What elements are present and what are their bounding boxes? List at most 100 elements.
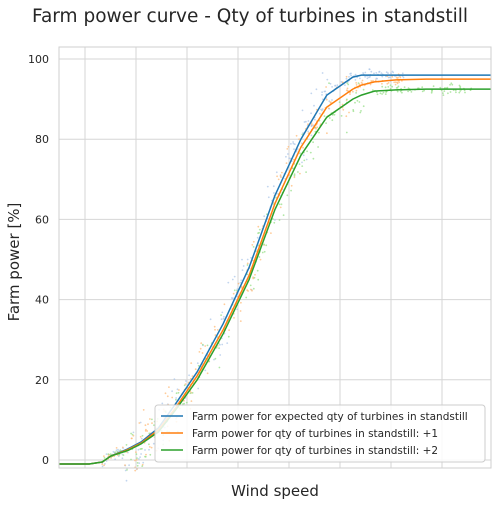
scatter-point xyxy=(317,146,319,148)
scatter-point xyxy=(305,158,308,161)
scatter-point xyxy=(276,175,278,178)
scatter-point xyxy=(141,447,143,450)
legend: Farm power for expected qty of turbines … xyxy=(154,404,486,463)
scatter-point xyxy=(249,288,252,291)
scatter-point xyxy=(301,165,304,168)
scatter-point xyxy=(116,450,119,453)
scatter-point xyxy=(359,111,362,114)
scatter-point xyxy=(161,402,164,405)
scatter-point xyxy=(355,82,358,84)
scatter-point xyxy=(396,82,399,85)
scatter-point xyxy=(364,75,366,78)
scatter-point xyxy=(266,185,269,188)
scatter-point xyxy=(278,203,281,206)
scatter-point xyxy=(355,92,357,94)
scatter-point xyxy=(221,311,224,314)
scatter-point xyxy=(148,446,151,448)
scatter-point xyxy=(168,386,170,388)
scatter-point xyxy=(288,157,291,160)
scatter-point xyxy=(305,171,307,174)
scatter-point xyxy=(256,269,259,272)
scatter-point xyxy=(247,290,250,292)
scatter-point xyxy=(399,90,402,93)
scatter-point xyxy=(458,91,461,94)
scatter-point xyxy=(135,458,138,461)
scatter-point xyxy=(384,93,387,95)
scatter-point xyxy=(214,334,217,336)
scatter-point xyxy=(138,422,141,424)
scatter-point xyxy=(103,464,105,467)
scatter-point xyxy=(398,81,400,84)
scatter-point xyxy=(393,81,396,84)
scatter-point xyxy=(423,89,425,92)
scatter-point xyxy=(310,112,312,115)
scatter-point xyxy=(124,464,126,466)
scatter-point xyxy=(233,317,235,319)
series-line-3 xyxy=(59,88,491,465)
scatter-point xyxy=(293,174,296,177)
scatter-point xyxy=(209,318,212,321)
scatter-point xyxy=(223,303,226,306)
scatter-point xyxy=(204,369,207,372)
chart-title: Farm power curve - Qty of turbines in st… xyxy=(32,6,468,27)
scatter-point xyxy=(117,448,119,451)
scatter-point xyxy=(375,91,378,94)
scatter-point xyxy=(198,351,201,353)
scatter-point xyxy=(296,148,299,151)
scatter-point xyxy=(362,88,365,91)
scatter-point xyxy=(334,85,336,87)
scatter-point xyxy=(112,450,115,453)
plot-area-frame xyxy=(58,46,492,469)
scatter-point xyxy=(378,70,381,73)
scatter-point xyxy=(315,88,318,91)
scatter-point xyxy=(290,184,293,187)
scatter-point xyxy=(454,89,457,92)
scatter-point xyxy=(125,444,128,446)
legend-entry-label: Farm power for qty of turbines in stands… xyxy=(192,445,438,457)
scatter-point xyxy=(325,122,327,124)
scatter-point xyxy=(326,78,329,81)
scatter-point xyxy=(291,167,294,170)
scatter-point xyxy=(110,457,112,459)
scatter-point xyxy=(191,375,194,377)
scatter-point xyxy=(380,72,383,74)
scatter-point xyxy=(305,120,307,123)
scatter-point xyxy=(274,219,276,221)
scatter-point xyxy=(331,86,333,88)
scatter-point xyxy=(171,396,174,399)
scatter-point xyxy=(147,423,149,426)
scatter-point xyxy=(290,189,292,192)
scatter-point xyxy=(348,76,350,78)
scatter-point xyxy=(239,281,242,284)
scatter-point xyxy=(121,446,124,449)
scatter-point xyxy=(459,85,462,88)
scatter-point xyxy=(369,75,371,78)
scatter-point xyxy=(141,465,144,467)
scatter-point xyxy=(138,458,140,460)
scatter-point xyxy=(312,157,315,160)
scatter-point xyxy=(382,91,385,94)
scatter-point xyxy=(459,90,462,92)
scatter-point xyxy=(329,101,332,104)
scatter-point xyxy=(245,296,248,299)
scatter-point xyxy=(340,115,343,117)
scatter-point xyxy=(302,146,304,149)
scatter-point xyxy=(214,357,217,360)
scatter-point xyxy=(258,256,261,258)
scatter-point xyxy=(450,82,453,85)
scatter-point xyxy=(449,91,452,93)
scatter-point xyxy=(177,391,180,394)
scatter-point xyxy=(173,378,176,381)
series-lines xyxy=(59,74,491,465)
scatter-point xyxy=(301,161,303,164)
scatter-point xyxy=(176,388,179,391)
scatter-point xyxy=(101,463,104,465)
scatter-point xyxy=(381,75,384,78)
scatter-point xyxy=(442,94,445,96)
scatter-point xyxy=(354,73,357,76)
scatter-point xyxy=(148,448,150,451)
scatter-point xyxy=(275,196,277,199)
scatter-point xyxy=(402,76,405,79)
scatter-point xyxy=(201,343,204,346)
scatter-point xyxy=(265,244,268,247)
